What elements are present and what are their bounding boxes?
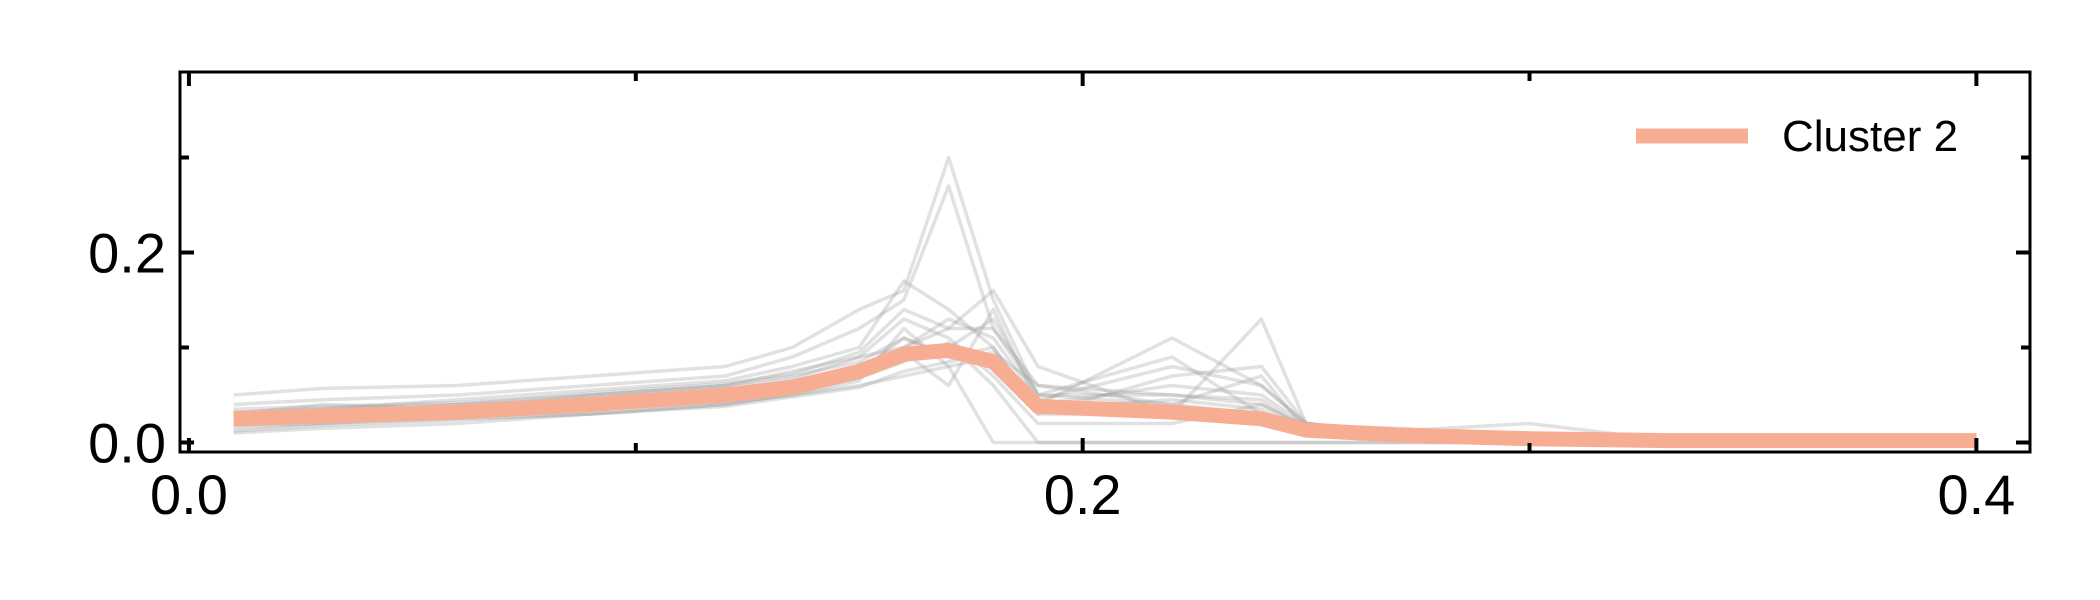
y-tick-label: 0.0 (88, 412, 166, 475)
x-tick-label: 0.2 (1044, 463, 1122, 526)
legend-label: Cluster 2 (1782, 112, 1958, 161)
legend: Cluster 2 (1636, 112, 1958, 161)
x-tick-label: 0.0 (150, 463, 228, 526)
background-lines (233, 155, 1977, 445)
x-tick-label: 0.4 (1937, 463, 2015, 526)
background-line-12 (233, 317, 1977, 444)
tick-labels: 0.0 0.2 0.4 0.0 0.2 (88, 222, 2015, 527)
axes (178, 70, 2032, 454)
ticks (180, 72, 2030, 452)
highlight-line-group (233, 342, 1977, 449)
plot-frame (178, 70, 2032, 454)
background-line-6 (233, 326, 1977, 445)
background-line-10 (233, 317, 1977, 444)
y-tick-label: 0.2 (88, 222, 166, 285)
highlight-line (233, 342, 1977, 449)
